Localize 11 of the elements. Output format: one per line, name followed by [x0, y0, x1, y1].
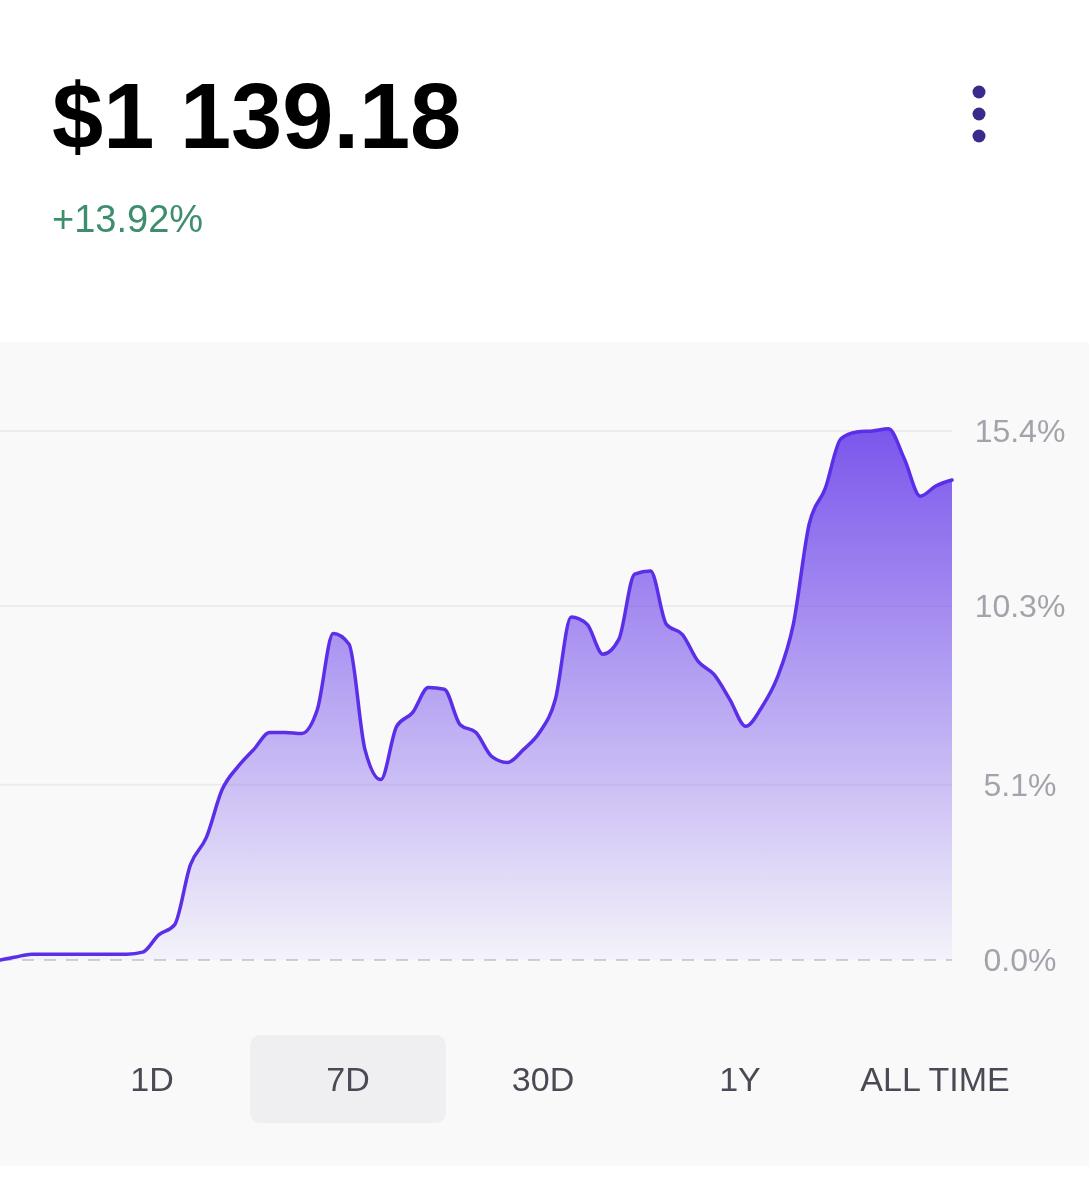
y-tick-label: 0.0% — [983, 942, 1057, 979]
text: 1Y — [719, 1059, 761, 1098]
chart-title: $1 139.18 — [52, 65, 462, 167]
text: 7D — [326, 1059, 370, 1098]
chart-subtitle: +13.92% — [52, 198, 204, 240]
text: 30D — [511, 1059, 575, 1098]
y-tick-label: 15.4% — [974, 413, 1066, 450]
y-tick-label: 10.3% — [974, 588, 1066, 625]
text: 1D — [130, 1059, 174, 1098]
y-tick-label: 5.1% — [983, 766, 1057, 803]
text: ALL TIME — [860, 1059, 1010, 1098]
